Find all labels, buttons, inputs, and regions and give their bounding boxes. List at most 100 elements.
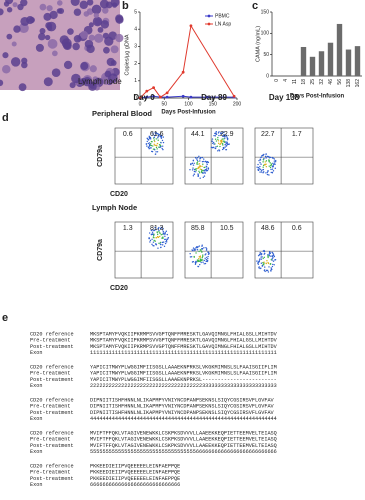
- quadrant-value: 1.3: [123, 225, 133, 232]
- sequence-name: Post-treatment: [30, 344, 74, 350]
- cell: [51, 68, 61, 78]
- event-dot: [259, 159, 262, 161]
- event-dot: [264, 270, 266, 273]
- cell: [46, 5, 53, 12]
- event-dot: [153, 245, 155, 247]
- x-tick-label: 0: [139, 101, 142, 107]
- bar: [309, 56, 316, 76]
- cell: [47, 25, 53, 31]
- cell: [47, 38, 58, 49]
- event-dot: [149, 241, 151, 243]
- event-dot: [257, 163, 259, 166]
- event-dot: [263, 261, 265, 263]
- cell: [0, 8, 4, 16]
- event-dot: [270, 267, 272, 269]
- event-dot: [202, 160, 204, 163]
- event-dot: [274, 259, 276, 261]
- y-tick-label: 0: [266, 73, 269, 79]
- event-dot: [262, 164, 265, 167]
- event-dot: [262, 169, 264, 171]
- x-tick-label: 32: [319, 79, 325, 85]
- event-dot: [157, 227, 160, 230]
- cell: [0, 79, 4, 87]
- event-dot: [257, 169, 260, 172]
- event-dot: [199, 249, 202, 251]
- cell: [107, 73, 118, 84]
- event-dot: [189, 169, 191, 171]
- event-dot: [221, 143, 224, 145]
- event-dot: [262, 159, 265, 161]
- event-dot: [224, 141, 227, 143]
- event-dot: [157, 137, 159, 139]
- plot-frame: [254, 127, 314, 185]
- quadrant-gate: [115, 128, 173, 184]
- event-dot: [271, 172, 274, 174]
- cell: [88, 22, 94, 28]
- cell: [72, 42, 80, 51]
- event-dot: [215, 140, 218, 142]
- event-dot: [199, 165, 202, 168]
- event-dot: [215, 146, 217, 148]
- event-dot: [154, 144, 156, 147]
- event-dot: [201, 171, 203, 174]
- event-dot: [198, 260, 200, 263]
- cell: [71, 73, 81, 84]
- event-dot: [164, 235, 166, 238]
- bar: [354, 46, 361, 76]
- event-dot: [268, 165, 270, 167]
- event-dot: [192, 160, 195, 162]
- point: [232, 94, 236, 98]
- event-dot: [160, 234, 162, 236]
- y-tick-label: 0: [134, 95, 137, 101]
- sequence: 5555555555555555555555555555555555666666…: [90, 449, 277, 455]
- panel-label: d: [2, 112, 9, 124]
- event-dot: [207, 167, 210, 169]
- cell: [20, 0, 28, 7]
- sequence: 1111111111111111111111111111111111111111…: [90, 350, 277, 356]
- event-dot: [215, 133, 217, 135]
- event-dot: [189, 253, 191, 255]
- event-dot: [269, 251, 271, 253]
- cell: [57, 0, 63, 6]
- point: [145, 95, 149, 99]
- event-dot: [154, 132, 156, 134]
- event-dot: [202, 254, 204, 256]
- event-dot: [158, 231, 160, 233]
- cell: [18, 83, 27, 92]
- event-dot: [223, 131, 225, 133]
- sequence-name: Post-treatment: [30, 476, 74, 482]
- event-dot: [155, 146, 158, 149]
- event-dot: [257, 166, 260, 169]
- event-dot: [151, 229, 154, 231]
- event-dot: [153, 139, 155, 141]
- event-dot: [150, 229, 153, 232]
- event-dot: [162, 232, 164, 234]
- cell: [111, 2, 118, 8]
- event-dot: [191, 261, 194, 263]
- event-dot: [217, 138, 219, 141]
- event-dot: [205, 168, 207, 171]
- event-dot: [194, 261, 197, 264]
- event-dot: [201, 255, 204, 258]
- cell: [89, 65, 97, 73]
- sequence-name: Pre-treatment: [30, 437, 70, 443]
- event-dot: [266, 255, 269, 257]
- event-dot: [256, 166, 258, 168]
- event-dot: [201, 245, 203, 247]
- sequence: PKKEEDIEIIPVQEEEEELEINFAEPPQE: [90, 476, 180, 482]
- sequence: MVIFTFFQKLVTAGIVENEWKKLCSKPKSDVVVLLAAEEK…: [90, 430, 277, 436]
- event-dot: [201, 156, 204, 159]
- event-dot: [192, 175, 195, 177]
- sequence-name: Post-treatment: [30, 377, 74, 383]
- event-dot: [257, 261, 260, 264]
- event-dot: [263, 256, 266, 259]
- cell: [2, 64, 11, 74]
- event-dot: [199, 158, 201, 160]
- sequence: MKSPTAMYFVQKIIPKRMPSVVGPTQNFFMRESKTLGAVQ…: [90, 331, 278, 337]
- legend-label: LN Asp: [215, 21, 231, 27]
- cell: [92, 16, 103, 27]
- event-dot: [162, 241, 165, 243]
- event-dot: [198, 250, 200, 253]
- event-dot: [224, 146, 226, 148]
- event-dot: [206, 161, 209, 163]
